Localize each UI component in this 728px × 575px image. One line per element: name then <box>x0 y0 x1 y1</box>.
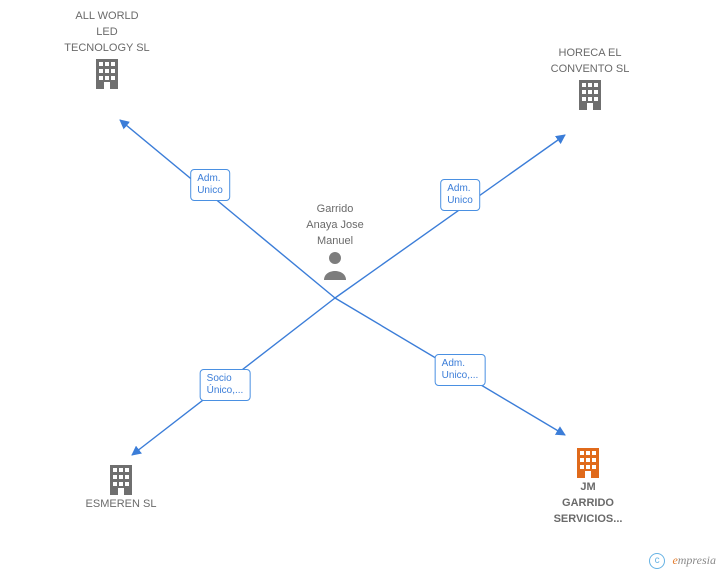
company-node-esmeren[interactable]: ESMEREN SL <box>61 461 181 513</box>
edge-label[interactable]: Socio Único,... <box>200 369 251 401</box>
footer-credit: c empresia <box>649 553 716 569</box>
company-label-line: HORECA EL <box>530 46 650 60</box>
company-label-line: CONVENTO SL <box>530 62 650 76</box>
building-icon <box>61 463 181 497</box>
company-label-line: GARRIDO <box>528 496 648 510</box>
building-icon <box>528 446 648 480</box>
building-icon <box>530 78 650 112</box>
center-label-line: Anaya Jose <box>275 218 395 232</box>
building-icon <box>47 57 167 91</box>
company-node-horeca[interactable]: HORECA EL CONVENTO SL <box>530 46 650 112</box>
company-node-jmgarrido[interactable]: JM GARRIDO SERVICIOS... <box>528 444 648 528</box>
center-label-line: Manuel <box>275 234 395 248</box>
edge-label[interactable]: Adm. Unico <box>190 169 230 201</box>
person-icon <box>275 250 395 280</box>
company-label-line: TECNOLOGY SL <box>47 41 167 55</box>
copyright-icon: c <box>649 553 665 569</box>
diagram-canvas: Garrido Anaya Jose Manuel Adm. Unico ALL WO… <box>0 0 728 575</box>
company-node-allworld[interactable]: ALL WORLD LED TECNOLOGY SL <box>47 9 167 91</box>
company-label-line: JM <box>528 480 648 494</box>
center-label-line: Garrido <box>275 202 395 216</box>
company-label-line: SERVICIOS... <box>528 512 648 526</box>
brand-rest: mpresia <box>678 553 716 567</box>
center-person-node[interactable]: Garrido Anaya Jose Manuel <box>275 202 395 280</box>
company-label-line: ESMEREN SL <box>61 497 181 511</box>
edge-label[interactable]: Adm. Unico,... <box>435 354 486 386</box>
company-label-line: LED <box>47 25 167 39</box>
edge-label[interactable]: Adm. Unico <box>440 179 480 211</box>
company-label-line: ALL WORLD <box>47 9 167 23</box>
